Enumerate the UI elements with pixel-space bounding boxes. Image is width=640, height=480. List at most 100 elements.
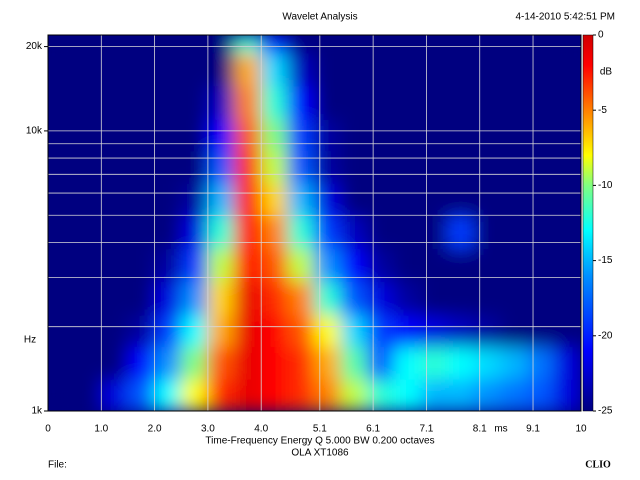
heatmap-cell [447, 85, 475, 120]
heatmap-cell [234, 118, 262, 152]
x-tick-label: 6.1 [366, 424, 380, 435]
heatmap-cell [340, 214, 369, 250]
heatmap-cell [287, 150, 315, 184]
heatmap-cell [367, 345, 395, 380]
y-tick-label: 1k [31, 406, 43, 417]
heatmap-cell [127, 314, 156, 347]
heatmap-cell [154, 182, 182, 216]
heatmap-cell [260, 280, 289, 316]
heatmap-cell [207, 52, 236, 87]
heatmap-cell [500, 150, 529, 184]
heatmap-cell [180, 150, 209, 184]
heatmap-cell [154, 280, 182, 316]
heatmap-cell [314, 280, 342, 316]
heatmap-cell [393, 378, 422, 411]
heatmap-cell [340, 345, 369, 380]
heatmap-cell [48, 118, 76, 152]
heatmap-cell [314, 52, 342, 87]
heatmap-cell [527, 248, 555, 282]
heatmap-cell [527, 214, 555, 250]
heatmap-cell [527, 85, 555, 120]
heatmap-cell [314, 35, 342, 54]
heatmap-cell [234, 280, 262, 316]
heatmap-cell [74, 248, 102, 282]
heatmap-cell [447, 150, 475, 184]
heatmap-cell [127, 52, 156, 87]
heatmap-cell [340, 280, 369, 316]
heatmap-cell [74, 52, 102, 87]
heatmap-cell [367, 314, 395, 347]
heatmap-cell [234, 35, 262, 54]
heatmap-cell [260, 118, 289, 152]
heatmap-cell [287, 314, 315, 347]
heatmap-cell [207, 378, 236, 411]
heatmap-cell [393, 182, 422, 216]
heatmap-cell [100, 150, 129, 184]
heatmap-cell [367, 280, 395, 316]
heatmap-cell [48, 280, 76, 316]
heatmap-cell [127, 280, 156, 316]
heatmap-cell [48, 35, 76, 54]
heatmap-cell [48, 378, 76, 411]
heatmap-cell [74, 182, 102, 216]
heatmap-cell [393, 52, 422, 87]
heatmap-cell [127, 118, 156, 152]
heatmap-cell [393, 280, 422, 316]
heatmap-cell [314, 378, 342, 411]
heatmap-cell [367, 214, 395, 250]
colorbar-tick-label: -15 [598, 255, 613, 266]
heatmap-cell [127, 378, 156, 411]
heatmap-cell [340, 85, 369, 120]
heatmap-cell [127, 214, 156, 250]
heatmap-cell [74, 314, 102, 347]
colorbar-tick-label: -25 [598, 406, 613, 417]
heatmap-cell [48, 182, 76, 216]
heatmap-cell [207, 314, 236, 347]
heatmap-cell [127, 85, 156, 120]
heatmap-cell [234, 214, 262, 250]
heatmap-cell [447, 314, 475, 347]
heatmap-cell [180, 280, 209, 316]
heatmap-cell [420, 378, 449, 411]
heatmap-cell [100, 35, 129, 54]
colorbar [582, 34, 594, 412]
heatmap-cell [48, 52, 76, 87]
heatmap-cell [447, 182, 475, 216]
heatmap-cell [127, 35, 156, 54]
heatmap-cell [287, 35, 315, 54]
heatmap-cell [180, 314, 209, 347]
heatmap-cell [287, 248, 315, 282]
heatmap-cell [287, 345, 315, 380]
heatmap-cell [154, 118, 182, 152]
heatmap-cell [420, 85, 449, 120]
y-tick-label: 10k [26, 126, 43, 137]
heatmap-cell [100, 345, 129, 380]
heatmap-cell [447, 345, 475, 380]
heatmap-cell [100, 214, 129, 250]
heatmap-cell [367, 150, 395, 184]
heatmap-cell [340, 248, 369, 282]
heatmap-cell [154, 150, 182, 184]
heatmap-cell [314, 314, 342, 347]
heatmap-cell [447, 35, 475, 54]
colorbar-tick-label: -10 [598, 180, 613, 191]
heatmap-cell [527, 314, 555, 347]
heatmap-cell [234, 378, 262, 411]
heatmap-cell [527, 150, 555, 184]
heatmap-cell [447, 280, 475, 316]
heatmap-cell [420, 280, 449, 316]
x-tick-label: 9.1 [526, 424, 540, 435]
heatmap-cell [473, 314, 502, 347]
heatmap-cell [527, 52, 555, 87]
heatmap-cell [527, 35, 555, 54]
heatmap-cell [207, 85, 236, 120]
heatmap-cell [500, 85, 529, 120]
heatmap-cell [154, 314, 182, 347]
heatmap-cell [473, 85, 502, 120]
heatmap-cell [447, 118, 475, 152]
heatmap-cell [553, 345, 581, 380]
colorbar-tick-label: -20 [598, 330, 613, 341]
heatmap-cell [553, 248, 581, 282]
heatmap-cell [100, 52, 129, 87]
heatmap-cell [180, 35, 209, 54]
